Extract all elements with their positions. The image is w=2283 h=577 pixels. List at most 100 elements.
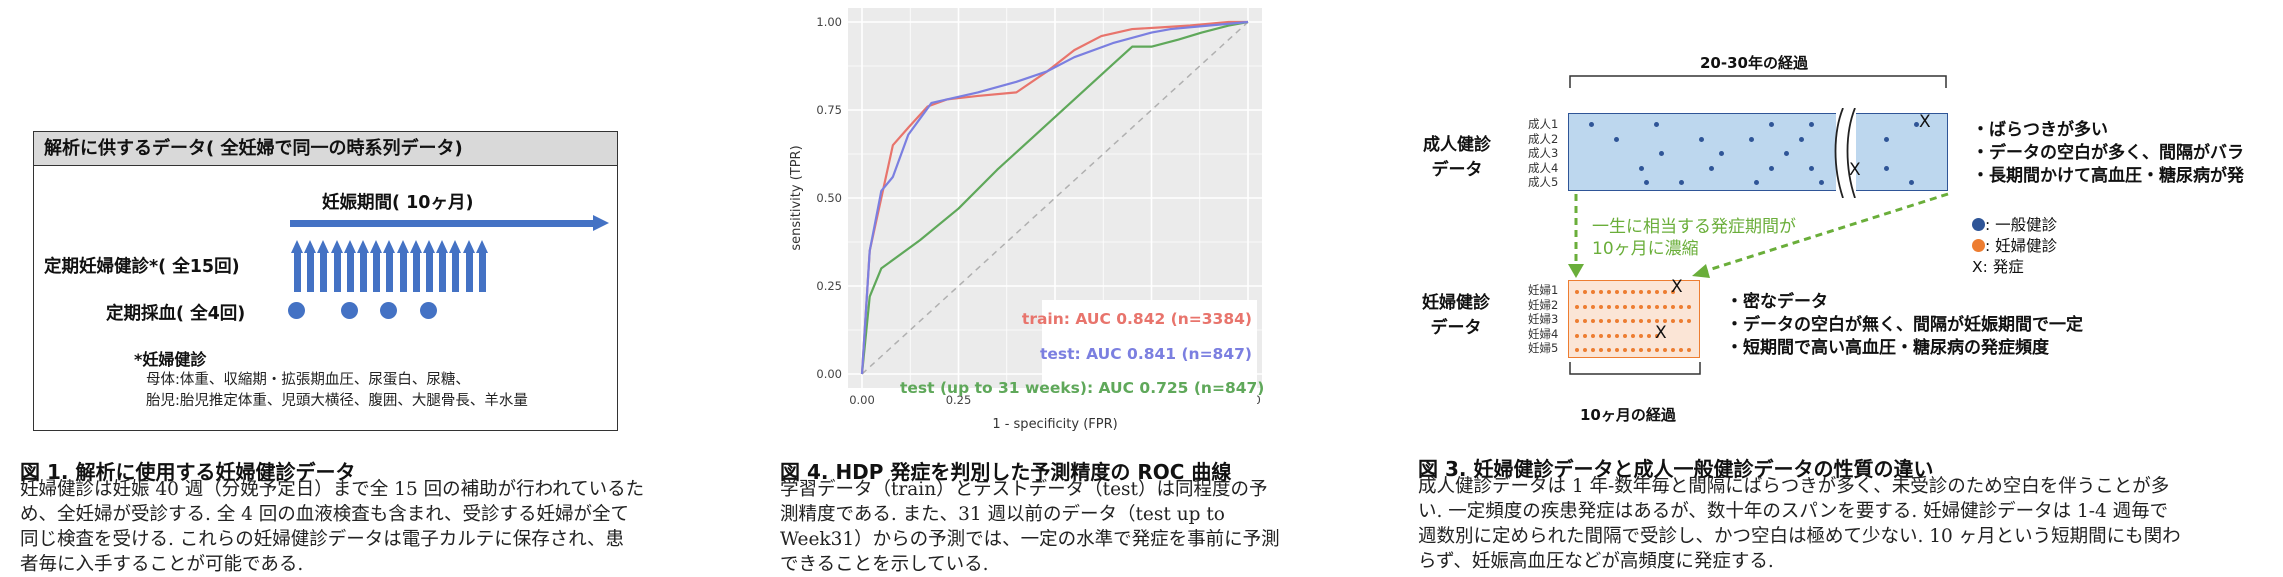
break-marks xyxy=(1834,108,1856,198)
x-mark-icon: X xyxy=(1972,258,1983,276)
pregnancy-title: 妊婦健診 データ xyxy=(1418,288,1494,338)
figure1-header: 解析に供するデータ( 全妊婦で同一の時系列データ) xyxy=(34,132,617,166)
figure1-diagram: 解析に供するデータ( 全妊婦で同一の時系列データ) 妊娠期間( 10ヶ月) 定期… xyxy=(33,131,618,431)
pregnancy-span-label: 10ヶ月の経過 xyxy=(1580,406,1676,424)
blood-test-dots xyxy=(288,302,600,322)
pregnancy-checkup-dot xyxy=(1655,319,1659,323)
pregnancy-checkup-dot xyxy=(1639,333,1643,338)
figure1-caption: 妊婦健診は妊娠 40 週（分娩予定日）まで全 15 回の補助が行われているた め… xyxy=(20,477,720,577)
figure3-legend: : 一般健診 : 妊婦健診 X: 発症 xyxy=(1972,215,2057,278)
adult-checkup-dot xyxy=(1884,136,1889,142)
pregnancy-checkup-dot xyxy=(1631,333,1635,338)
onset-mark: X xyxy=(1919,112,1931,132)
series-line-train xyxy=(860,20,1248,375)
legend-test31: test (up to 31 weeks): AUC 0.725 (n=847) xyxy=(900,379,1264,397)
onset-mark: X xyxy=(1671,277,1683,297)
adult-checkup-dot xyxy=(1614,136,1619,142)
y-tick-label: 0.25 xyxy=(816,279,842,293)
legend-item-general: : 一般健診 xyxy=(1972,215,2057,236)
legend-test31-label: test (up to 31 weeks): AUC 0.725 (n=847) xyxy=(900,379,1265,397)
checkup-arrow-icon xyxy=(291,240,304,292)
adult-checkup-dot xyxy=(1909,180,1914,185)
compression-line1: 一生に相当する発症期間が xyxy=(1592,217,1796,237)
adult-title: 成人健診 データ xyxy=(1422,130,1492,180)
adult-checkup-dot xyxy=(1914,122,1919,127)
pregnancy-checkup-dot xyxy=(1687,348,1691,352)
orange-dot-icon xyxy=(1972,239,1985,252)
figure3-caption: 成人健診データは 1 年-数年毎と間隔にばらつきが多く、未受診のため空白を伴うこ… xyxy=(1418,474,2283,574)
legend-pregnancy-label: : 妊婦健診 xyxy=(1985,237,2058,255)
pregnancy-title-line2: データ xyxy=(1430,318,1482,338)
adult-checkup-dots xyxy=(1569,114,1947,190)
checkup-arrow-icon xyxy=(330,240,344,292)
y-tick-label: 0.75 xyxy=(816,103,842,117)
onset-mark: X xyxy=(1655,323,1667,343)
caption-line: 学習データ（train）とテストデータ（test）は同程度の予 xyxy=(780,479,1268,500)
adult-data-box: X X xyxy=(1568,108,1948,198)
caption-line: Week31）からの予測では、一定の水準で発症を事前に予測 xyxy=(780,529,1280,550)
roc-chart: 0.000.250.500.751.000.000.250.500.751.00… xyxy=(789,8,1262,432)
compression-note: 一生に相当する発症期間が 10ヶ月に濃縮 xyxy=(1592,216,1796,260)
series-line-test31 xyxy=(860,20,1249,375)
caption-line: 測精度である. また、31 週以前のデータ（test up to xyxy=(780,504,1225,525)
adult-checkup-dot xyxy=(1679,180,1684,185)
pregnancy-checkup-dot xyxy=(1655,304,1659,309)
pregnancy-checkup-dot xyxy=(1607,333,1611,338)
pregnancy-checkup-dot xyxy=(1671,319,1675,323)
note-fetal: 胎児:胎児推定体重、児頭大横径、腹囲、大腿骨長、羊水量 xyxy=(146,393,528,409)
pregnancy-checkup-dot xyxy=(1647,304,1651,309)
row-label: 妊婦1 xyxy=(1528,283,1559,297)
row-label: 妊婦2 xyxy=(1528,297,1559,312)
row-label: 妊婦4 xyxy=(1528,326,1559,341)
pregnancy-checkup-dot xyxy=(1687,319,1691,323)
x-axis-label: 1 - specificity (FPR) xyxy=(992,417,1117,432)
pregnancy-checkup-dot xyxy=(1631,290,1635,294)
checkup-arrow-icon xyxy=(370,240,383,292)
adult-title-line2: データ xyxy=(1431,160,1483,180)
blood-test-label: 定期採血( 全4回) xyxy=(106,304,246,324)
pregnancy-checkup-dot xyxy=(1647,333,1651,338)
blood-test-dot xyxy=(380,302,398,319)
pregnancy-checkup-dot xyxy=(1599,348,1603,352)
checkup-arrow-icon xyxy=(304,240,317,292)
pregnancy-checkup-dot xyxy=(1631,348,1635,352)
adult-checkup-dot xyxy=(1654,122,1659,127)
adult-checkup-dot xyxy=(1769,165,1774,171)
pregnancy-checkup-dot xyxy=(1671,290,1675,294)
caption-line: 者毎に入手することが可能である. xyxy=(20,554,304,575)
row-label: 成人3 xyxy=(1528,146,1559,160)
compression-line2: 10ヶ月に濃縮 xyxy=(1592,239,1699,259)
figure4-caption: 学習データ（train）とテストデータ（test）は同程度の予 測精度である. … xyxy=(780,477,1340,577)
pregnancy-checkup-dot xyxy=(1623,319,1627,323)
legend-box xyxy=(1042,300,1257,404)
pregnancy-checkup-dot xyxy=(1607,304,1611,309)
pregnancy-checkup-dot xyxy=(1615,290,1619,294)
pregnancy-checkup-dot xyxy=(1599,333,1603,338)
pregnancy-timeline-arrow xyxy=(290,220,596,227)
adult-checkup-dot xyxy=(1659,151,1664,156)
checkup-arrow-icon xyxy=(423,240,436,292)
onset-mark: X xyxy=(1849,160,1861,180)
pregnancy-checkup-dot xyxy=(1599,290,1603,294)
adult-span-label: 20-30年の経過 xyxy=(1700,54,1808,72)
y-tick-label: 0.50 xyxy=(816,191,842,205)
legend-test-label: test: AUC 0.841 (n=847) xyxy=(1040,345,1252,363)
y-tick-label: 1.00 xyxy=(816,15,842,29)
legend-item-pregnancy: : 妊婦健診 xyxy=(1972,236,2057,257)
checkup-arrows xyxy=(291,240,601,292)
adult-checkup-dot xyxy=(1749,136,1754,142)
pregnancy-checkup-dot xyxy=(1575,333,1579,338)
caption-line: 成人健診データは 1 年-数年毎と間隔にばらつきが多く、未受診のため空白を伴うこ… xyxy=(1418,476,2170,497)
pregnancy-checkup-dot xyxy=(1591,348,1595,352)
pregnancy-checkup-dot xyxy=(1647,290,1651,294)
pregnancy-checkup-dot xyxy=(1655,333,1659,338)
legend-onset-label: : 発症 xyxy=(1982,258,2024,276)
adult-checkup-dot xyxy=(1719,151,1724,156)
pregnancy-checkup-dot xyxy=(1607,348,1611,352)
adult-span-bracket xyxy=(1569,75,1947,88)
pregnancy-checkup-dot xyxy=(1647,348,1651,352)
pregnancy-checkup-dot xyxy=(1663,290,1667,294)
adult-checkup-dot xyxy=(1589,122,1594,127)
pregnancy-checkup-dot xyxy=(1679,319,1683,323)
pregnancy-checkup-dot xyxy=(1591,304,1595,309)
